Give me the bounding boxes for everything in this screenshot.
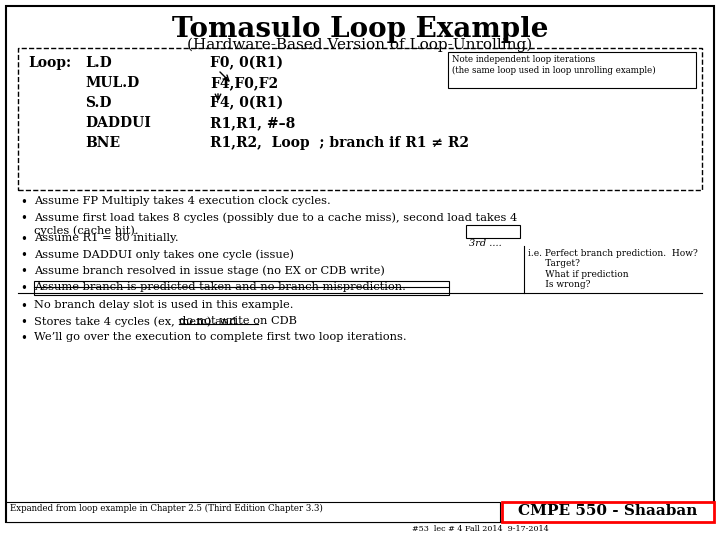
Text: DADDUI: DADDUI <box>85 116 151 130</box>
Text: No branch delay slot is used in this example.: No branch delay slot is used in this exa… <box>34 300 294 310</box>
Text: Assume R1 = 80 initially.: Assume R1 = 80 initially. <box>34 233 179 243</box>
Text: CMPE 550 - Shaaban: CMPE 550 - Shaaban <box>518 504 698 518</box>
Bar <box>502 502 714 522</box>
Bar <box>466 225 520 238</box>
Bar <box>448 52 696 88</box>
Text: Tomasulo Loop Example: Tomasulo Loop Example <box>172 16 548 43</box>
Text: Assume DADDUI only takes one cycle (issue): Assume DADDUI only takes one cycle (issu… <box>34 249 294 260</box>
Text: •: • <box>20 249 27 262</box>
Text: S.D: S.D <box>85 96 112 110</box>
Text: i.e. Perfect branch prediction.  How?
      Target?
      What if prediction
   : i.e. Perfect branch prediction. How? Tar… <box>528 249 698 289</box>
Text: F0, 0(R1): F0, 0(R1) <box>210 56 283 70</box>
Text: Assume FP Multiply takes 4 execution clock cycles.: Assume FP Multiply takes 4 execution clo… <box>34 196 330 206</box>
Text: Loop:: Loop: <box>28 56 71 70</box>
Text: Assume branch is predicted taken and no branch misprediction.: Assume branch is predicted taken and no … <box>34 282 406 292</box>
Bar <box>6 502 500 522</box>
Text: Expanded from loop example in Chapter 2.5 (Third Edition Chapter 3.3): Expanded from loop example in Chapter 2.… <box>10 504 323 513</box>
Text: do not write on CDB: do not write on CDB <box>179 316 297 326</box>
Text: MUL.D: MUL.D <box>85 76 139 90</box>
Text: •: • <box>20 233 27 246</box>
Text: •: • <box>20 282 27 295</box>
Text: Note independent loop iterations
(the same loop used in loop unrolling example): Note independent loop iterations (the sa… <box>452 55 656 75</box>
Bar <box>34 281 449 295</box>
Text: R1,R1, #–8: R1,R1, #–8 <box>210 116 295 130</box>
Text: •: • <box>20 332 27 345</box>
Text: F4, 0(R1): F4, 0(R1) <box>210 96 283 110</box>
Text: cycles (cache hit).: cycles (cache hit). <box>34 225 139 235</box>
Text: R1,R2,  Loop  ; branch if R1 ≠ R2: R1,R2, Loop ; branch if R1 ≠ R2 <box>210 136 469 150</box>
Text: (Hardware-Based Version of Loop-Unrolling): (Hardware-Based Version of Loop-Unrollin… <box>187 38 533 52</box>
Text: •: • <box>20 212 27 225</box>
Text: Assume first load takes 8 cycles (possibly due to a cache miss), second load tak: Assume first load takes 8 cycles (possib… <box>34 212 517 222</box>
Text: •: • <box>20 265 27 278</box>
Bar <box>18 48 702 190</box>
Text: •: • <box>20 316 27 329</box>
Text: We’ll go over the execution to complete first two loop iterations.: We’ll go over the execution to complete … <box>34 332 407 342</box>
Text: L.D: L.D <box>85 56 112 70</box>
Text: BNE: BNE <box>85 136 120 150</box>
Text: •: • <box>20 196 27 209</box>
Text: •: • <box>20 300 27 313</box>
Text: Stores take 4 cycles (ex, mem) and: Stores take 4 cycles (ex, mem) and <box>34 316 240 327</box>
Text: Assume branch resolved in issue stage (no EX or CDB write): Assume branch resolved in issue stage (n… <box>34 265 385 275</box>
Text: F4,F0,F2: F4,F0,F2 <box>210 76 278 90</box>
Text: #53  lec # 4 Fall 2014  9-17-2014: #53 lec # 4 Fall 2014 9-17-2014 <box>412 525 549 533</box>
Text: 3rd ....: 3rd .... <box>469 239 502 248</box>
